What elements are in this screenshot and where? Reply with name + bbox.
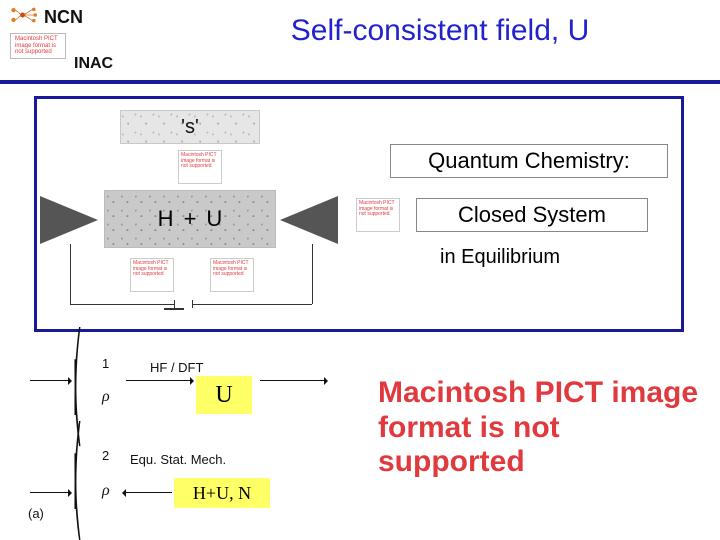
- page-title: Self-consistent field, U: [170, 14, 710, 48]
- wire: [70, 244, 71, 304]
- two-label: 2: [102, 448, 109, 463]
- wire: [164, 308, 184, 310]
- ncn-logo: NCN: [10, 6, 130, 29]
- title-rule: [0, 80, 720, 84]
- logo-column: NCN Macintosh PICT image format is not s…: [10, 6, 130, 59]
- network-icon: [10, 6, 38, 29]
- rho-bot: ρ: [102, 482, 110, 500]
- u-yellow-label: U: [215, 382, 232, 409]
- pict-thumb-under-hu-1: Macintosh PICT image format is not suppo…: [130, 258, 174, 292]
- in-equilibrium-label: in Equilibrium: [440, 246, 560, 269]
- a-label: (a): [28, 506, 44, 521]
- u-label: U: [206, 206, 222, 232]
- closed-system-label: Closed System: [458, 202, 606, 228]
- wire: [192, 304, 312, 305]
- arrow-u-out: [260, 380, 324, 381]
- closed-system-box: Closed System: [416, 198, 648, 232]
- inac-label: INAC: [74, 55, 113, 73]
- big-pict-text: Macintosh PICT image format is not suppo…: [378, 376, 708, 480]
- pict-thumb-under-s: Macintosh PICT image format is not suppo…: [178, 150, 222, 184]
- s-label: 's': [181, 116, 199, 139]
- wire: [312, 244, 313, 304]
- arrow-in-top: [30, 380, 68, 381]
- ncn-label: NCN: [44, 7, 83, 28]
- right-triangle-block: [280, 196, 338, 244]
- s-plate: 's': [120, 110, 260, 144]
- u-yellow-box: U: [196, 376, 252, 414]
- pict-thumb-under-hu-2: Macintosh PICT image format is not suppo…: [210, 258, 254, 292]
- wire: [70, 304, 174, 305]
- equ-stat-label: Equ. Stat. Mech.: [130, 452, 226, 467]
- plus-label: +: [184, 206, 197, 232]
- h-label: H: [158, 206, 174, 232]
- quantum-chemistry-label: Quantum Chemistry:: [428, 148, 630, 174]
- hun-yellow-label: H+U, N: [193, 483, 251, 504]
- pict-thumb-right: Macintosh PICT image format is not suppo…: [356, 198, 400, 232]
- wire: [174, 300, 175, 308]
- arrow-in-bot: [30, 492, 68, 493]
- h-plus-u-plate: H + U: [104, 190, 276, 248]
- arrow-rho-to-u: [126, 380, 190, 381]
- hf-dft-label: HF / DFT: [150, 360, 203, 375]
- rho-top: ρ: [102, 388, 110, 406]
- arrow-hun-to-rho: [126, 492, 172, 493]
- slide: NCN Macintosh PICT image format is not s…: [0, 0, 720, 540]
- one-label: 1: [102, 356, 109, 371]
- hun-yellow-box: H+U, N: [174, 478, 270, 508]
- quantum-chemistry-box: Quantum Chemistry:: [390, 144, 668, 178]
- left-triangle-block: [40, 196, 98, 244]
- pict-thumb-header: Macintosh PICT image format is not suppo…: [10, 33, 66, 59]
